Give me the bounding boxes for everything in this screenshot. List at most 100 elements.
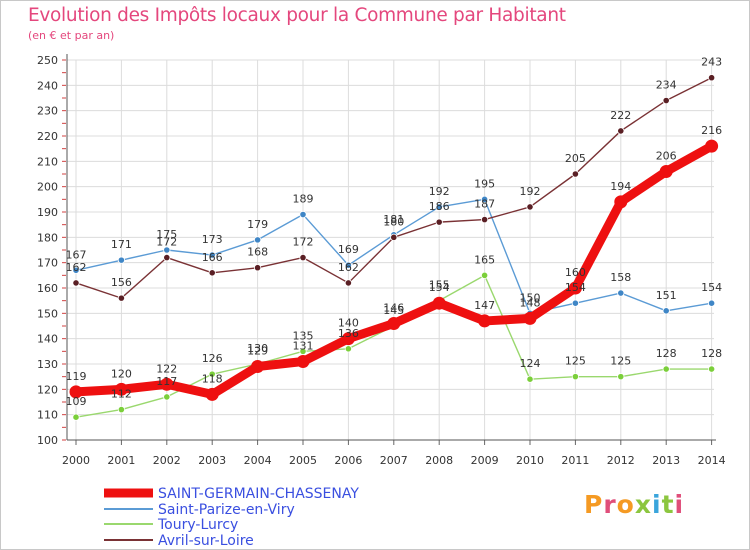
data-point	[254, 236, 262, 244]
data-point	[614, 195, 628, 209]
data-label: 171	[111, 238, 132, 251]
data-label: 128	[701, 347, 722, 360]
data-point	[117, 405, 126, 414]
data-point	[390, 233, 398, 241]
data-point	[526, 203, 534, 211]
data-label: 181	[383, 213, 404, 226]
x-tick-label: 2012	[607, 454, 635, 467]
x-tick-label: 2014	[698, 454, 726, 467]
data-label: 124	[520, 357, 541, 370]
data-label: 109	[66, 395, 87, 408]
chart-subtitle: (en € et par an)	[28, 29, 115, 42]
data-point	[571, 373, 580, 381]
data-point	[435, 218, 443, 226]
y-tick-label: 140	[37, 333, 58, 346]
data-label: 172	[156, 236, 177, 249]
y-tick-label: 120	[37, 383, 58, 396]
data-label: 243	[701, 56, 722, 69]
data-point	[72, 279, 80, 287]
data-label: 146	[383, 301, 404, 314]
y-tick-label: 220	[37, 130, 58, 143]
data-label: 131	[293, 339, 314, 352]
data-point	[163, 246, 171, 254]
y-tick-label: 150	[37, 307, 58, 320]
data-point	[344, 279, 352, 287]
data-point	[526, 375, 534, 383]
data-label: 175	[156, 228, 177, 241]
data-point	[344, 261, 352, 269]
data-point	[117, 256, 126, 264]
data-label: 216	[701, 124, 722, 137]
data-label: 118	[202, 372, 223, 385]
data-point	[251, 360, 265, 374]
data-point	[163, 254, 171, 262]
data-label: 162	[338, 261, 359, 274]
data-point	[480, 271, 489, 279]
data-point	[478, 314, 492, 328]
data-point	[72, 413, 80, 421]
legend-label: Avril-sur-Loire	[158, 533, 254, 549]
data-label: 126	[202, 352, 223, 365]
data-point	[160, 377, 174, 391]
data-label: 173	[202, 233, 223, 246]
data-label: 168	[247, 246, 268, 259]
data-label: 160	[565, 266, 586, 279]
x-tick-label: 2001	[107, 454, 135, 467]
data-point	[705, 139, 719, 153]
data-label: 205	[565, 152, 586, 165]
data-label: 112	[111, 388, 132, 401]
y-tick-label: 230	[37, 105, 58, 118]
y-tick-label: 250	[37, 54, 58, 67]
x-tick-label: 2011	[561, 454, 589, 467]
data-label: 122	[156, 362, 177, 375]
y-tick-label: 240	[37, 79, 58, 92]
x-tick-label: 2006	[334, 454, 362, 467]
data-point	[659, 164, 673, 178]
x-tick-label: 2009	[471, 454, 499, 467]
data-label: 148	[520, 296, 541, 309]
x-tick-label: 2007	[380, 454, 408, 467]
proxiti-logo: Proxiti	[584, 490, 685, 519]
data-point	[435, 203, 443, 211]
data-label: 120	[111, 367, 132, 380]
data-point	[344, 345, 352, 353]
data-label: 222	[610, 109, 631, 122]
data-label: 128	[656, 347, 677, 360]
y-tick-label: 110	[37, 409, 58, 422]
x-tick-label: 2002	[153, 454, 181, 467]
data-label: 189	[293, 193, 314, 206]
data-label: 125	[565, 355, 586, 368]
data-label: 180	[383, 215, 404, 228]
data-point	[69, 385, 83, 399]
data-point	[208, 269, 216, 277]
data-label: 192	[520, 185, 541, 198]
x-tick-label: 2010	[516, 454, 544, 467]
data-point	[117, 294, 126, 302]
x-tick-label: 2004	[244, 454, 272, 467]
y-tick-label: 170	[37, 257, 58, 270]
data-label: 234	[656, 79, 677, 92]
data-label: 151	[656, 289, 677, 302]
x-tick-label: 2000	[62, 454, 90, 467]
data-point	[617, 289, 625, 297]
y-tick-label: 160	[37, 282, 58, 295]
data-point	[254, 264, 262, 272]
x-tick-label: 2008	[425, 454, 453, 467]
chart-title: Evolution des Impôts locaux pour la Comm…	[28, 5, 566, 26]
data-label: 155	[429, 279, 450, 292]
data-label: 147	[474, 299, 495, 312]
data-point	[617, 373, 625, 381]
data-point	[480, 216, 489, 224]
y-tick-label: 180	[37, 231, 58, 244]
data-label: 172	[293, 236, 314, 249]
data-point	[208, 370, 216, 378]
data-point	[571, 299, 580, 307]
data-label: 154	[701, 281, 722, 294]
data-point	[571, 170, 580, 178]
legend-label: SAINT-GERMAIN-CHASSENAY	[158, 486, 359, 502]
y-tick-label: 190	[37, 206, 58, 219]
data-point	[432, 296, 446, 310]
data-point	[72, 266, 80, 274]
